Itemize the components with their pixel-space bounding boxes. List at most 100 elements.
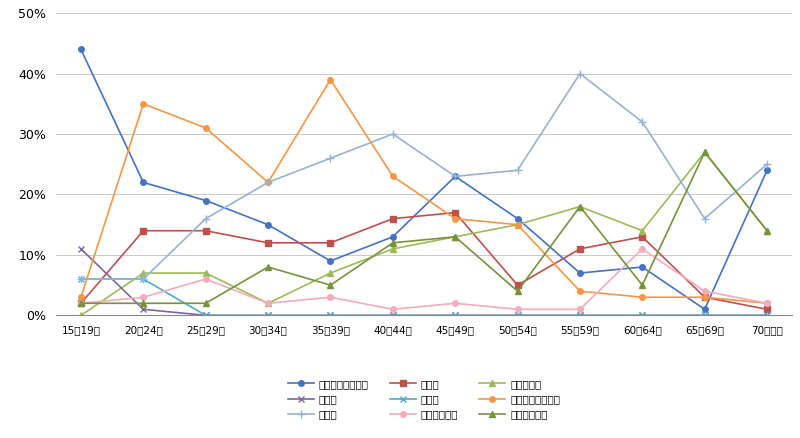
交通の利便性: [638, 246, 647, 251]
就職・転職・転業: [762, 168, 772, 173]
就　学: [513, 313, 522, 318]
住　宅: [388, 131, 398, 137]
Line: 生活の利便性: 生活の利便性: [78, 148, 770, 307]
交通の利便性: [263, 300, 273, 306]
転　動: [263, 240, 273, 245]
就　学: [638, 313, 647, 318]
就職・転職・転業: [450, 174, 460, 179]
就　学: [76, 246, 86, 251]
退職・廃業: [76, 313, 86, 318]
生活の利便性: [263, 265, 273, 270]
退職・廃業: [513, 222, 522, 227]
卒　業: [513, 313, 522, 318]
Line: 住　宅: 住 宅: [77, 69, 771, 283]
生活の利便性: [201, 300, 210, 306]
住　宅: [138, 276, 148, 282]
交通の利便性: [575, 307, 585, 312]
交通の利便性: [388, 307, 398, 312]
退職・廃業: [201, 270, 210, 276]
就職・転職・転業: [76, 47, 86, 52]
交通の利便性: [326, 295, 335, 300]
Line: 結婚・離婚・縁組: 結婚・離婚・縁組: [78, 77, 770, 306]
退職・廃業: [138, 270, 148, 276]
交通の利便性: [201, 276, 210, 282]
住　宅: [762, 162, 772, 167]
卒　業: [76, 276, 86, 282]
結婚・離婚・縁組: [263, 180, 273, 185]
生活の利便性: [638, 283, 647, 288]
卒　業: [326, 313, 335, 318]
生活の利便性: [450, 234, 460, 240]
住　宅: [575, 71, 585, 76]
結婚・離婚・縁組: [450, 216, 460, 221]
就職・転職・転業: [326, 258, 335, 264]
住　宅: [700, 216, 710, 221]
Line: 交通の利便性: 交通の利便性: [78, 246, 770, 312]
転　動: [700, 295, 710, 300]
就職・転職・転業: [263, 222, 273, 227]
結婚・離婚・縁組: [388, 174, 398, 179]
就職・転職・転業: [638, 265, 647, 270]
生活の利便性: [762, 228, 772, 233]
転　動: [201, 228, 210, 233]
卒　業: [700, 313, 710, 318]
Line: 卒　業: 卒 業: [78, 276, 770, 319]
転　動: [575, 246, 585, 251]
卒　業: [762, 313, 772, 318]
就　学: [388, 313, 398, 318]
卒　業: [450, 313, 460, 318]
住　宅: [450, 174, 460, 179]
退職・廃業: [326, 270, 335, 276]
転　動: [76, 300, 86, 306]
結婚・離婚・縁組: [326, 77, 335, 82]
転　動: [513, 283, 522, 288]
就　学: [201, 313, 210, 318]
退職・廃業: [388, 246, 398, 251]
住　宅: [326, 155, 335, 161]
就職・転職・転業: [201, 198, 210, 203]
交通の利便性: [450, 300, 460, 306]
結婚・離婚・縁組: [513, 222, 522, 227]
就職・転職・転業: [388, 234, 398, 240]
就　学: [700, 313, 710, 318]
Legend: 就職・転職・転業, 就　学, 住　宅, 転　動, 卒　業, 交通の利便性, 退職・廃業, 結婚・離婚・縁組, 生活の利便性: 就職・転職・転業, 就 学, 住 宅, 転 動, 卒 業, 交通の利便性, 退職…: [283, 375, 565, 424]
就職・転職・転業: [700, 307, 710, 312]
卒　業: [638, 313, 647, 318]
就　学: [138, 307, 148, 312]
就　学: [450, 313, 460, 318]
退職・廃業: [638, 228, 647, 233]
住　宅: [638, 119, 647, 124]
就　学: [575, 313, 585, 318]
Line: 就　学: 就 学: [78, 245, 770, 319]
退職・廃業: [263, 300, 273, 306]
転　動: [450, 210, 460, 215]
卒　業: [201, 313, 210, 318]
結婚・離婚・縁組: [138, 101, 148, 106]
卒　業: [138, 276, 148, 282]
交通の利便性: [76, 300, 86, 306]
就職・転職・転業: [513, 216, 522, 221]
結婚・離婚・縁組: [201, 125, 210, 131]
卒　業: [388, 313, 398, 318]
就　学: [263, 313, 273, 318]
結婚・離婚・縁組: [762, 300, 772, 306]
交通の利便性: [138, 295, 148, 300]
卒　業: [575, 313, 585, 318]
就　学: [326, 313, 335, 318]
卒　業: [263, 313, 273, 318]
退職・廃業: [762, 228, 772, 233]
結婚・離婚・縁組: [76, 295, 86, 300]
結婚・離婚・縁組: [575, 289, 585, 294]
生活の利便性: [76, 300, 86, 306]
生活の利便性: [700, 149, 710, 155]
転　動: [326, 240, 335, 245]
交通の利便性: [700, 289, 710, 294]
退職・廃業: [575, 204, 585, 209]
生活の利便性: [326, 283, 335, 288]
Line: 退職・廃業: 退職・廃業: [78, 148, 770, 319]
生活の利便性: [388, 240, 398, 245]
交通の利便性: [513, 307, 522, 312]
転　動: [388, 216, 398, 221]
住　宅: [201, 216, 210, 221]
結婚・離婚・縁組: [638, 295, 647, 300]
